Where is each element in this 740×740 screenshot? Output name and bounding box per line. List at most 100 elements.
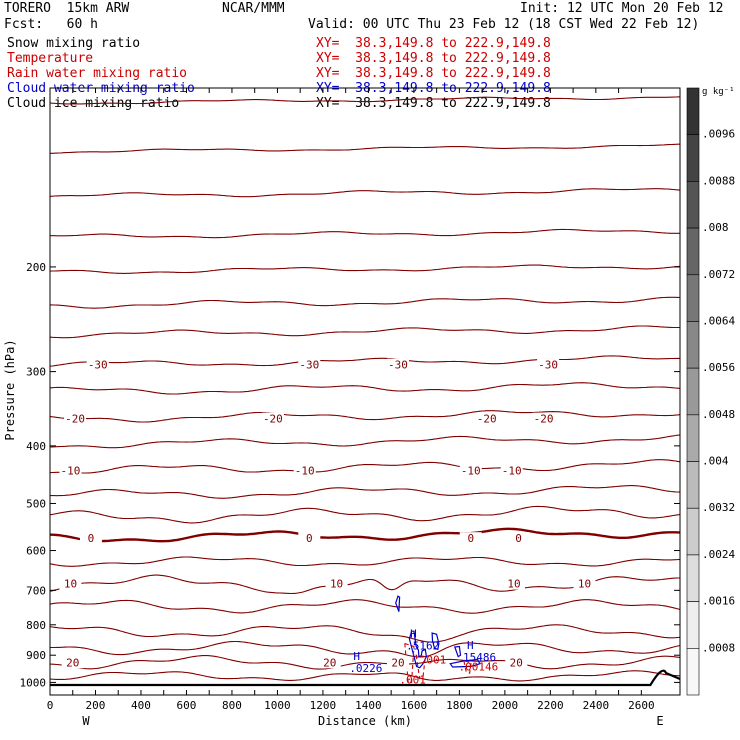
isotherm-line <box>49 410 681 423</box>
colorbar-swatch <box>686 227 700 276</box>
cloud-water-contour <box>395 595 401 612</box>
colorbar: .0096 .0088 .008 .0072 .0064 .0056 .0048 .004 .0… <box>686 87 735 696</box>
axes: 0 200 400 600 800 1000 1200 1400 1600 1800 2000 220… <box>20 88 680 712</box>
isotherm-label-bg <box>386 656 409 669</box>
maximum-value: .001 <box>420 654 447 667</box>
isotherm-label: 0 <box>88 532 95 545</box>
isotherm-line <box>49 382 681 395</box>
isotherm-line <box>49 599 681 614</box>
moisture-contours <box>395 595 481 683</box>
colorbar-swatch <box>686 134 700 182</box>
x-tick-label: 1800 <box>446 699 473 712</box>
rain-water-contour <box>415 654 426 680</box>
isotherm-label: -10 <box>502 464 522 477</box>
y-tick-label: 1000 <box>20 676 47 689</box>
field-xy-snow: XY= 38.3,149.8 to 222.9,149.8 <box>316 36 551 51</box>
x-tick-label: 400 <box>131 699 151 712</box>
isotherm-label-bg <box>532 412 555 425</box>
isotherm-label: -20 <box>477 413 497 426</box>
isotherm-label-bg <box>298 532 321 545</box>
isotherm-label-bg <box>505 656 528 669</box>
field-name-snow: Snow mixing ratio <box>7 36 141 51</box>
field-name-temperature: Temperature <box>7 51 94 66</box>
isotherm-label-bg <box>64 412 87 425</box>
y-tick-label: 900 <box>26 649 46 662</box>
isotherm-label: 0 <box>467 532 474 545</box>
cloud-water-contour <box>431 632 440 651</box>
isotherm-label-bg <box>79 532 102 545</box>
isotherm-line <box>49 355 680 367</box>
y-tick-label: 500 <box>26 497 46 510</box>
isotherm-label: 10 <box>578 578 591 591</box>
colorbar-label: .008 <box>702 221 729 234</box>
colorbar-label: .0072 <box>702 268 735 281</box>
plot-frame <box>49 87 681 696</box>
colorbar-label: .0024 <box>702 548 735 561</box>
colorbar-swatch <box>686 181 700 229</box>
colorbar-label: .0056 <box>702 361 735 374</box>
isotherm-label: -30 <box>299 359 319 372</box>
isotherm-line <box>50 143 680 154</box>
maximum-marker: H <box>467 639 474 652</box>
isotherm-label: -10 <box>295 464 315 477</box>
x-tick-label: 1400 <box>355 699 382 712</box>
x-tick-label: 600 <box>177 699 197 712</box>
isotherm-line <box>49 188 681 198</box>
isotherm-label-bg <box>386 358 409 371</box>
colorbar-swatch <box>686 414 700 462</box>
isotherm-label-bg <box>502 577 525 590</box>
field-xy-temperature: XY= 38.3,149.8 to 222.9,149.8 <box>316 51 551 66</box>
isotherm-label-bg <box>500 464 523 477</box>
y-tick-label: 200 <box>26 261 46 274</box>
field-xy-cloud-ice: XY= 38.3,149.8 to 222.9,149.8 <box>316 96 551 111</box>
isotherm-label-bg <box>59 577 82 590</box>
isotherm-label: -30 <box>88 359 108 372</box>
isotherm-label: 0 <box>306 532 313 545</box>
colorbar-label: .0064 <box>702 314 735 327</box>
west-label: W <box>82 714 90 728</box>
isotherm-label: -30 <box>388 359 408 372</box>
field-name-rain: Rain water mixing ratio <box>7 66 188 81</box>
isotherm-line <box>49 325 680 339</box>
isotherm-line <box>49 505 681 524</box>
x-tick-label: 2400 <box>583 699 610 712</box>
x-tick-label: 0 <box>47 699 54 712</box>
temperature-isotherms <box>49 96 681 682</box>
rain-water-contour <box>404 642 415 683</box>
y-tick-label: 300 <box>26 366 46 379</box>
isotherm-label: 20 <box>66 656 79 669</box>
isotherm-label: -20 <box>534 413 554 426</box>
x-tick-label: 2600 <box>628 699 655 712</box>
isotherm-label-bg <box>507 532 530 545</box>
isotherm-label-bg <box>293 464 316 477</box>
isotherm-label: 10 <box>330 578 343 591</box>
terrain-layer <box>50 669 681 687</box>
valid-label: Valid: 00 UTC Thu 23 Feb 12 (18 CST Wed … <box>308 17 700 32</box>
isotherm-line <box>49 556 681 567</box>
y-axis-title: Pressure (hPa) <box>3 339 17 440</box>
maximum-marker: H <box>353 650 360 663</box>
isotherm-label-bg <box>298 358 321 371</box>
colorbar-swatch <box>686 367 700 416</box>
colorbar-swatch <box>686 507 700 556</box>
isotherm-line <box>49 655 681 670</box>
isotherm-label-bg <box>325 577 348 590</box>
isotherm-label: 10 <box>64 578 77 591</box>
isotherm-label-bg <box>61 656 84 669</box>
x-tick-label: 1200 <box>310 699 337 712</box>
isotherm-line <box>50 640 681 658</box>
isotherm-label-bg <box>59 464 82 477</box>
isotherm-line <box>49 228 680 239</box>
colorbar-label: .0096 <box>702 128 735 141</box>
colorbar-swatch <box>686 274 700 322</box>
isotherm-line <box>50 296 681 309</box>
field-name-cloud-water: Cloud water mixing ratio <box>7 81 195 96</box>
isotherm-label: -20 <box>263 413 283 426</box>
maximum-value: 15486 <box>463 651 496 664</box>
isotherm-line <box>49 459 681 474</box>
isotherm-label-bg <box>261 412 284 425</box>
isotherm-label-bg <box>573 577 596 590</box>
colorbar-label: .0016 <box>702 595 735 608</box>
isotherm-label: 20 <box>510 656 523 669</box>
